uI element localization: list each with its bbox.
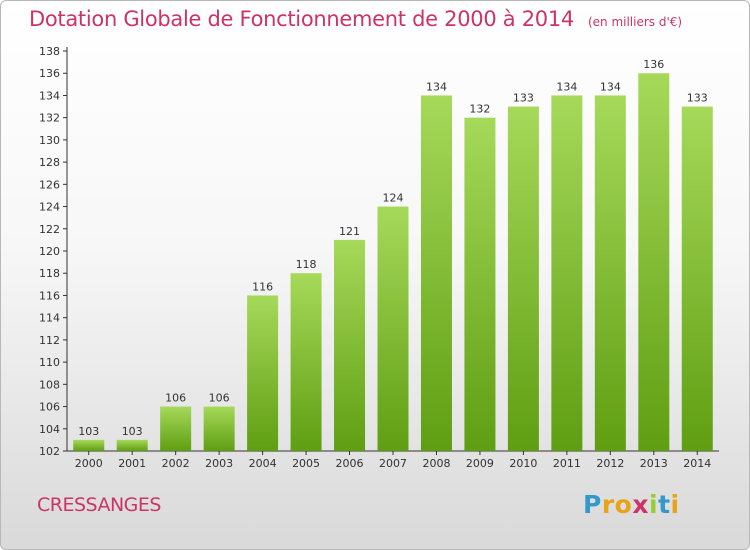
bar <box>464 117 496 452</box>
bar <box>247 295 279 451</box>
x-tick-label: 2008 <box>422 457 450 470</box>
y-tick-label: 130 <box>39 134 60 147</box>
bar-value-label: 134 <box>426 80 447 93</box>
bar-value-label: 132 <box>469 103 490 116</box>
proxiti-logo: Proxiti <box>583 490 680 519</box>
bar-value-label: 124 <box>383 192 404 205</box>
bar <box>681 106 713 452</box>
y-tick-label: 102 <box>39 445 60 458</box>
x-tick-label: 2012 <box>596 457 624 470</box>
y-tick-label: 112 <box>39 334 60 347</box>
y-tick-label: 122 <box>39 223 60 236</box>
bar <box>551 95 583 451</box>
y-tick-label: 134 <box>39 89 60 102</box>
bar-value-label: 106 <box>209 392 230 405</box>
bar-value-label: 106 <box>165 392 186 405</box>
logo-letter: o <box>614 490 633 519</box>
bar <box>73 439 105 451</box>
y-tick-label: 118 <box>39 267 60 280</box>
bar <box>420 95 452 451</box>
bar-value-label: 134 <box>600 80 621 93</box>
y-tick-label: 128 <box>39 156 60 169</box>
y-tick-label: 124 <box>39 201 60 214</box>
chart-title: Dotation Globale de Fonctionnement de 20… <box>29 7 682 31</box>
y-tick-label: 106 <box>39 401 60 414</box>
logo-letter: i <box>649 490 659 519</box>
bar <box>334 239 366 451</box>
bar-value-label: 136 <box>643 58 664 71</box>
x-tick-label: 2002 <box>162 457 190 470</box>
bar <box>290 273 322 451</box>
bar-value-label: 121 <box>339 225 360 238</box>
unit-text: (en milliers d'€) <box>587 15 683 29</box>
y-tick-label: 116 <box>39 289 60 302</box>
x-tick-label: 2010 <box>509 457 537 470</box>
x-tick-label: 2003 <box>205 457 233 470</box>
x-tick-label: 2004 <box>249 457 277 470</box>
y-tick-label: 108 <box>39 378 60 391</box>
x-tick-label: 2001 <box>118 457 146 470</box>
bar <box>594 95 626 451</box>
y-tick-label: 132 <box>39 112 60 125</box>
x-tick-label: 2014 <box>683 457 711 470</box>
x-tick-label: 2011 <box>553 457 581 470</box>
bar <box>116 439 148 451</box>
x-tick-label: 2013 <box>640 457 668 470</box>
bar-value-label: 133 <box>513 92 534 105</box>
y-tick-label: 136 <box>39 67 60 80</box>
logo-letter: t <box>658 490 671 519</box>
y-tick-label: 120 <box>39 245 60 258</box>
bar <box>507 106 539 452</box>
y-tick-label: 138 <box>39 45 60 58</box>
logo-letter: i <box>670 490 680 519</box>
bar-value-label: 118 <box>296 258 317 271</box>
bar-value-label: 133 <box>687 92 708 105</box>
x-tick-label: 2007 <box>379 457 407 470</box>
x-tick-label: 2006 <box>336 457 364 470</box>
location-name: CRESSANGES <box>37 494 161 516</box>
title-text: Dotation Globale de Fonctionnement de 20… <box>29 7 574 31</box>
x-tick-label: 2005 <box>292 457 320 470</box>
x-tick-label: 2000 <box>75 457 103 470</box>
y-tick-label: 110 <box>39 356 60 369</box>
y-tick-label: 114 <box>39 312 60 325</box>
logo-letter: x <box>632 490 649 519</box>
logo-letter: P <box>583 490 602 519</box>
x-tick-label: 2009 <box>466 457 494 470</box>
bar-value-label: 116 <box>252 280 273 293</box>
bar <box>203 406 235 451</box>
bar <box>377 206 409 451</box>
bar-value-label: 134 <box>556 80 577 93</box>
logo-letter: r <box>601 490 615 519</box>
bar-value-label: 103 <box>78 425 99 438</box>
bar <box>160 406 192 451</box>
y-tick-label: 104 <box>39 423 60 436</box>
bar <box>638 73 670 451</box>
bar-value-label: 103 <box>122 425 143 438</box>
y-tick-label: 126 <box>39 178 60 191</box>
